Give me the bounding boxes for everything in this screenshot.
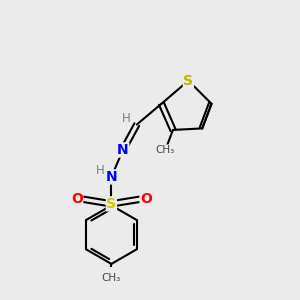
Text: O: O [71,192,83,206]
Text: H: H [96,164,105,177]
Text: CH₃: CH₃ [156,145,175,155]
Text: CH₃: CH₃ [102,273,121,283]
Text: N: N [117,143,129,157]
Text: N: N [106,170,117,184]
Text: S: S [106,197,116,211]
Text: O: O [140,192,152,206]
Text: S: S [183,74,194,88]
Text: H: H [122,112,130,125]
